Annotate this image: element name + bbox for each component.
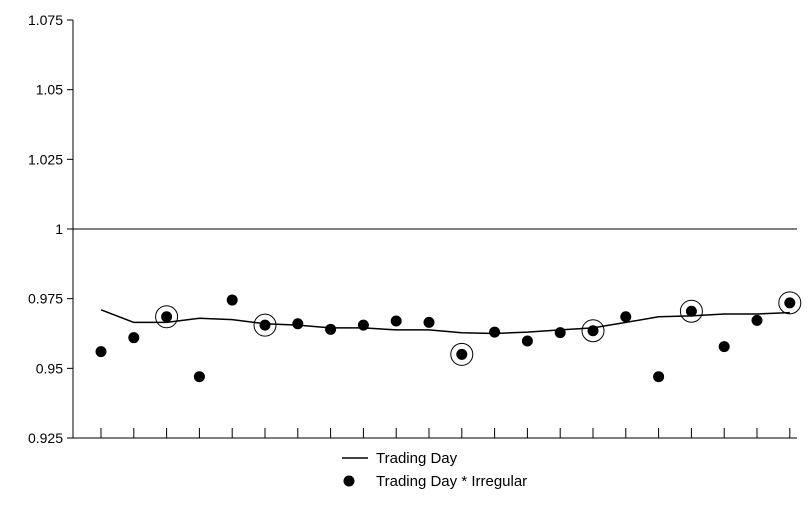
- legend-label-trading-day: Trading Day: [376, 450, 458, 467]
- trading-day-line: [100, 309, 790, 335]
- data-point: [587, 325, 599, 337]
- highlight-ring: [155, 305, 179, 329]
- x-axis: [100, 428, 791, 438]
- y-tick-label: 0.975: [28, 291, 63, 307]
- data-point: [751, 314, 763, 326]
- data-point: [128, 332, 140, 344]
- highlight-ring: [450, 342, 474, 366]
- data-point: [161, 311, 173, 323]
- data-point: [521, 335, 533, 347]
- data-point: [784, 297, 796, 309]
- data-point: [325, 323, 337, 335]
- data-point: [357, 319, 369, 331]
- data-point: [554, 327, 566, 339]
- data-point: [292, 318, 304, 330]
- y-tick-label: 0.925: [28, 430, 63, 446]
- trading-day-irregular-series: [95, 291, 802, 383]
- highlight-ring: [581, 319, 605, 343]
- y-axis: 1.075 1.05 1.025 1 0.975 0.95 0.925: [28, 12, 73, 446]
- y-tick-label: 1.075: [28, 12, 63, 28]
- trading-day-series: [100, 309, 790, 335]
- legend-label-trading-day-irregular: Trading Day * Irregular: [376, 473, 527, 490]
- y-tick-label: 0.95: [36, 360, 63, 376]
- legend-point-swatch: [343, 475, 355, 487]
- legend: Trading Day Trading Day * Irregular: [342, 450, 527, 490]
- data-point: [456, 348, 468, 360]
- data-point: [620, 311, 632, 323]
- data-point: [259, 319, 271, 331]
- data-point: [653, 371, 665, 383]
- data-point: [718, 341, 730, 353]
- data-point: [193, 371, 205, 383]
- y-tick-label: 1.05: [36, 82, 63, 98]
- highlight-ring: [679, 299, 703, 323]
- y-tick-label: 1: [55, 221, 63, 237]
- data-point: [226, 294, 238, 306]
- highlight-ring: [778, 291, 802, 315]
- data-point: [685, 305, 697, 317]
- highlight-ring: [253, 313, 277, 337]
- data-point: [489, 326, 501, 338]
- data-point: [390, 315, 402, 327]
- data-point: [423, 316, 435, 328]
- data-point: [95, 346, 107, 358]
- y-tick-label: 1.025: [28, 151, 63, 167]
